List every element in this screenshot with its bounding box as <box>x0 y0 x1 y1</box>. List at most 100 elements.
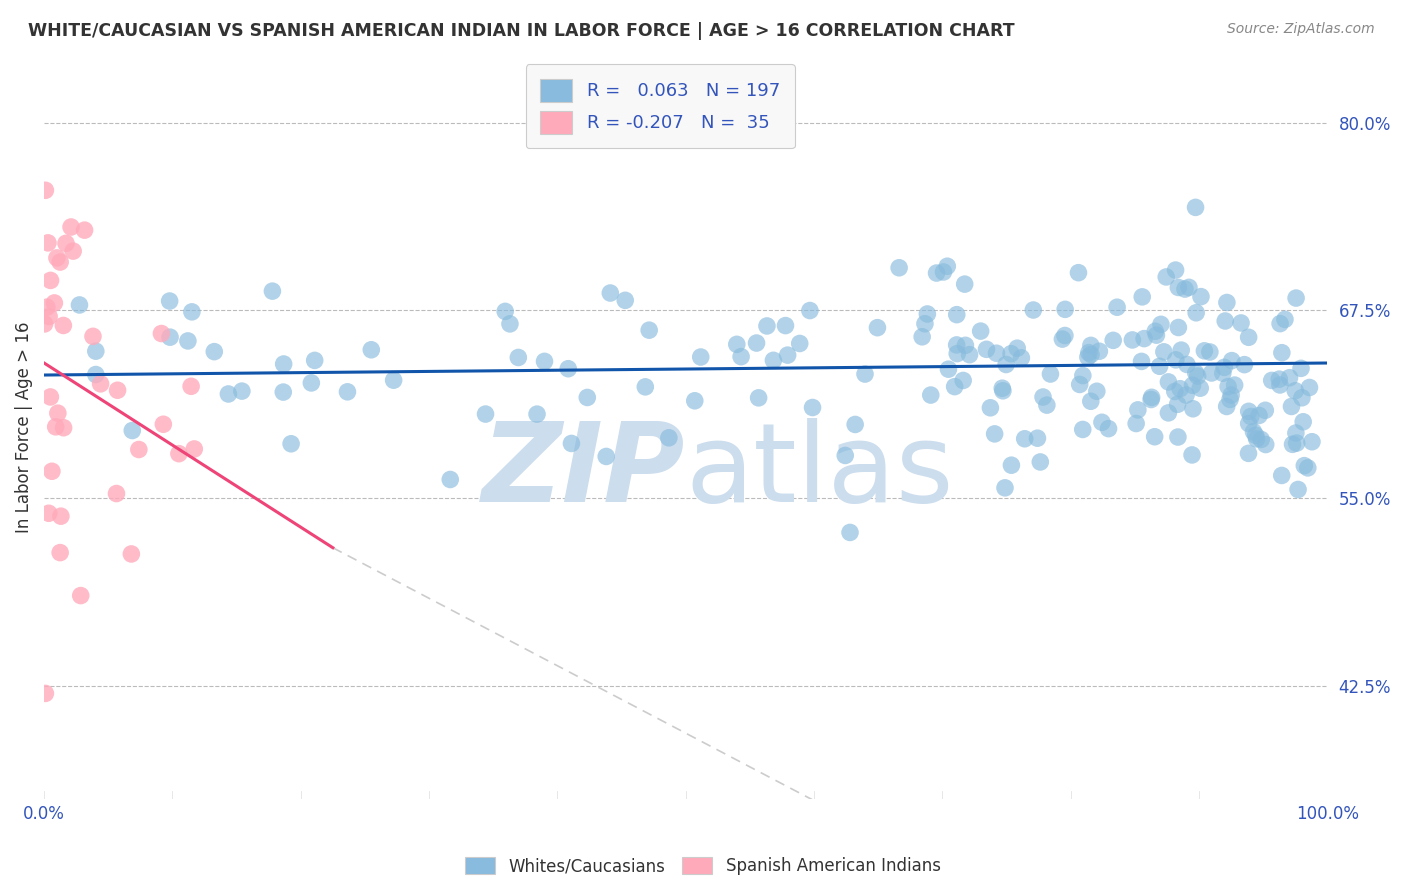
Point <box>1175 388 1198 402</box>
Point <box>1201 366 1223 380</box>
Point <box>1167 280 1189 294</box>
Legend: Whites/Caucasians, Spanish American Indians: Whites/Caucasians, Spanish American Indi… <box>458 850 948 882</box>
Point <box>120 547 142 561</box>
Text: atlas: atlas <box>686 418 955 524</box>
Point <box>1164 263 1187 277</box>
Point <box>969 324 991 338</box>
Point <box>273 357 295 371</box>
Point <box>41 464 63 478</box>
Point <box>177 334 200 348</box>
Point <box>866 320 889 334</box>
Point <box>959 348 981 362</box>
Point <box>1268 378 1291 392</box>
Point <box>1144 324 1167 338</box>
Point <box>1144 328 1167 343</box>
Point <box>683 393 706 408</box>
Point <box>1029 455 1052 469</box>
Point <box>217 387 239 401</box>
Point <box>121 424 143 438</box>
Point <box>494 304 516 318</box>
Point <box>1140 390 1163 404</box>
Point <box>801 401 824 415</box>
Point <box>1281 437 1303 451</box>
Point <box>955 338 977 352</box>
Point <box>1097 422 1119 436</box>
Point <box>34 183 56 197</box>
Point <box>526 407 548 421</box>
Point <box>167 447 190 461</box>
Point <box>105 486 128 500</box>
Point <box>853 367 876 381</box>
Point <box>49 546 72 560</box>
Point <box>1246 432 1268 446</box>
Point <box>925 266 948 280</box>
Point <box>1199 345 1222 359</box>
Point <box>1071 368 1094 383</box>
Point <box>49 509 72 524</box>
Point <box>953 277 976 292</box>
Point <box>557 361 579 376</box>
Point <box>1150 318 1173 332</box>
Point <box>983 426 1005 441</box>
Point <box>1088 344 1111 359</box>
Point <box>1292 415 1315 429</box>
Point <box>776 348 799 362</box>
Point <box>1244 428 1267 442</box>
Point <box>945 308 967 322</box>
Point <box>938 362 960 376</box>
Point <box>1167 430 1189 444</box>
Point <box>231 384 253 398</box>
Text: ZIP: ZIP <box>482 418 686 524</box>
Point <box>1164 352 1187 367</box>
Point <box>180 305 202 319</box>
Point <box>1053 328 1076 343</box>
Point <box>789 336 811 351</box>
Point <box>439 473 461 487</box>
Point <box>1289 361 1312 376</box>
Point <box>936 259 959 273</box>
Point <box>1250 433 1272 447</box>
Point <box>1168 382 1191 396</box>
Point <box>38 506 60 520</box>
Point <box>634 380 657 394</box>
Point <box>991 381 1014 395</box>
Point <box>638 323 661 337</box>
Point <box>1126 403 1149 417</box>
Point <box>1175 358 1198 372</box>
Point <box>1036 398 1059 412</box>
Point <box>658 431 681 445</box>
Point <box>1237 446 1260 460</box>
Point <box>46 406 69 420</box>
Point <box>1077 350 1099 364</box>
Point <box>34 686 56 700</box>
Point <box>1143 430 1166 444</box>
Point <box>84 344 107 359</box>
Point <box>1216 295 1239 310</box>
Point <box>1271 345 1294 359</box>
Point <box>533 354 555 368</box>
Point <box>1178 280 1201 294</box>
Point <box>39 390 62 404</box>
Point <box>1153 344 1175 359</box>
Point <box>1154 269 1177 284</box>
Point <box>614 293 637 308</box>
Point <box>34 317 56 331</box>
Point <box>1140 392 1163 407</box>
Text: WHITE/CAUCASIAN VS SPANISH AMERICAN INDIAN IN LABOR FORCE | AGE > 16 CORRELATION: WHITE/CAUCASIAN VS SPANISH AMERICAN INDI… <box>28 22 1015 40</box>
Point <box>1080 347 1102 361</box>
Point <box>1181 401 1204 416</box>
Point <box>1000 346 1022 360</box>
Point <box>82 329 104 343</box>
Point <box>1157 406 1180 420</box>
Point <box>1054 302 1077 317</box>
Point <box>1291 391 1313 405</box>
Point <box>1268 317 1291 331</box>
Point <box>1219 392 1241 407</box>
Point <box>45 420 67 434</box>
Point <box>748 391 770 405</box>
Point <box>1022 303 1045 318</box>
Point <box>107 383 129 397</box>
Point <box>1220 353 1243 368</box>
Point <box>159 293 181 308</box>
Y-axis label: In Labor Force | Age > 16: In Labor Force | Age > 16 <box>15 321 32 533</box>
